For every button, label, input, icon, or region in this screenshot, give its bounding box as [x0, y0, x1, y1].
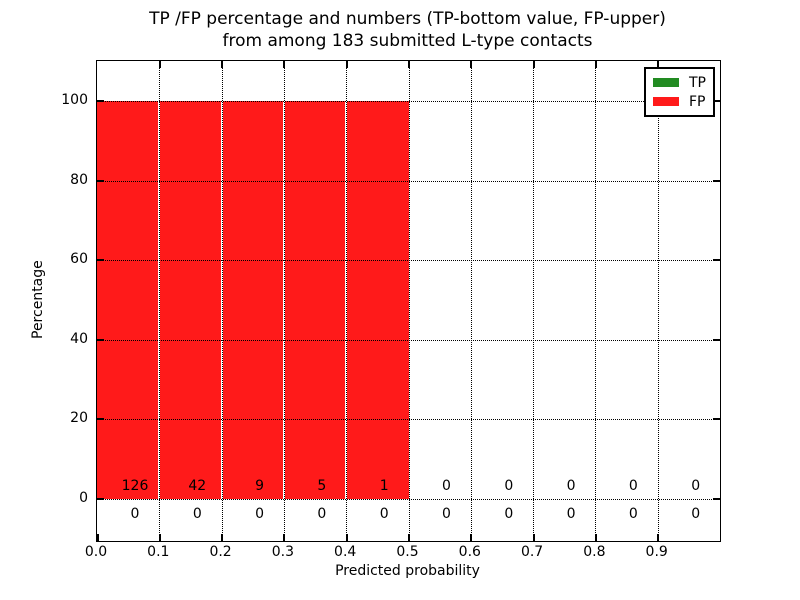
- gridline-horizontal: [97, 101, 720, 102]
- x-tick-label: 0.6: [458, 544, 481, 560]
- y-axis-label: Percentage: [30, 260, 46, 340]
- fp-count-label: 0: [628, 478, 638, 494]
- x-tick-mark-top: [221, 61, 224, 68]
- x-tick-mark: [657, 534, 660, 541]
- tp-count-label: 0: [442, 506, 451, 522]
- x-tick-mark: [408, 534, 410, 541]
- gridline-vertical: [470, 61, 472, 541]
- fp-count-label: 126: [121, 478, 149, 494]
- fp-count-label: 5: [317, 478, 327, 494]
- x-tick-mark: [470, 534, 473, 541]
- y-tick-mark-right: [713, 418, 720, 421]
- x-tick-mark-top: [594, 61, 597, 68]
- gridline-vertical: [595, 61, 597, 541]
- gridline-horizontal: [97, 260, 720, 262]
- fp-color-swatch: [653, 97, 679, 106]
- x-tick-mark-top: [283, 61, 286, 68]
- x-tick-mark: [221, 534, 224, 541]
- x-tick-label: 0.4: [334, 544, 357, 560]
- legend-item-fp: FP: [653, 92, 706, 111]
- y-tick-mark: [97, 338, 104, 341]
- gridline-vertical: [221, 61, 223, 541]
- x-tick-label: 0.9: [645, 544, 668, 560]
- chart-title-line1: TP /FP percentage and numbers (TP-bottom…: [149, 9, 666, 29]
- fp-count-label: 9: [255, 478, 265, 494]
- fp-count-label: 0: [504, 478, 514, 494]
- tp-count-label: 0: [192, 506, 202, 522]
- y-tick-label: 20: [70, 410, 88, 426]
- x-tick-mark-top: [532, 61, 535, 68]
- y-tick-mark-right: [713, 338, 720, 341]
- fp-count-label: 1: [379, 478, 389, 494]
- y-tick-label: 100: [61, 92, 88, 108]
- plot-area: 126 42 9 5 1 0 0 0 0 0 0 0 0 0 0 0 0 0 0…: [96, 60, 721, 542]
- gridline-horizontal: [97, 419, 720, 421]
- gridline-horizontal: [97, 499, 720, 500]
- tp-count-label: 0: [317, 506, 327, 522]
- gridline-vertical: [533, 61, 535, 541]
- legend-item-tp: TP: [653, 73, 706, 92]
- x-tick-label: 0.2: [209, 544, 232, 560]
- gridline-horizontal: [97, 339, 720, 341]
- fp-count-label: 0: [442, 478, 451, 494]
- y-tick-mark: [97, 418, 104, 421]
- x-tick-mark: [532, 534, 535, 541]
- x-tick-label: 0.3: [271, 544, 295, 560]
- x-tick-mark: [97, 534, 99, 541]
- chart-title-line2: from among 183 submitted L-type contacts: [222, 31, 593, 51]
- gridline-vertical: [346, 61, 348, 541]
- chart-title: TP /FP percentage and numbers (TP-bottom…: [96, 8, 719, 52]
- tp-count-label: 0: [504, 506, 514, 522]
- gridline-vertical: [408, 61, 410, 541]
- x-tick-label: 0.8: [583, 544, 606, 560]
- x-tick-mark-top: [470, 61, 473, 68]
- tp-count-label: 0: [255, 506, 265, 522]
- y-tick-mark-right: [713, 498, 720, 500]
- legend-label-fp: FP: [689, 93, 706, 110]
- gridline-horizontal: [97, 180, 720, 182]
- fp-count-label: 0: [566, 478, 576, 494]
- y-tick-mark-right: [713, 259, 720, 262]
- x-tick-label: 0.1: [147, 544, 170, 560]
- x-tick-mark-top: [158, 61, 161, 68]
- y-tick-mark: [97, 100, 104, 102]
- x-tick-mark-top: [408, 61, 410, 68]
- x-tick-mark-top: [345, 61, 348, 68]
- fp-count-label: 0: [691, 478, 701, 494]
- x-tick-label: 0.5: [396, 544, 419, 560]
- legend-label-tp: TP: [689, 74, 706, 91]
- tp-count-label: 0: [566, 506, 576, 522]
- x-tick-mark: [158, 534, 161, 541]
- tp-count-label: 0: [691, 506, 701, 522]
- x-tick-mark: [345, 534, 348, 541]
- y-tick-label: 0: [79, 490, 88, 506]
- tp-count-label: 0: [379, 506, 389, 522]
- x-axis-label: Predicted probability: [335, 563, 480, 579]
- fp-count-label: 42: [188, 478, 207, 494]
- tp-count-label: 0: [628, 506, 638, 522]
- y-tick-mark: [97, 498, 104, 500]
- y-tick-mark-right: [713, 179, 720, 182]
- legend: TP FP: [644, 67, 715, 117]
- tp-count-label: 0: [130, 506, 140, 522]
- gridline-vertical: [283, 61, 285, 541]
- y-tick-label: 40: [70, 331, 88, 347]
- tp-color-swatch: [653, 78, 679, 87]
- x-tick-label: 0.0: [84, 544, 108, 560]
- gridline-vertical: [159, 61, 161, 541]
- x-tick-mark: [283, 534, 286, 541]
- y-tick-mark: [97, 259, 104, 262]
- x-tick-label: 0.7: [520, 544, 544, 560]
- x-tick-mark: [594, 534, 597, 541]
- x-tick-mark-top: [657, 61, 660, 68]
- y-tick-mark: [97, 179, 104, 182]
- y-tick-label: 60: [70, 251, 88, 267]
- gridline-vertical: [657, 61, 659, 541]
- fp-bar-group: [97, 101, 409, 499]
- y-tick-label: 80: [70, 172, 88, 188]
- y-tick-mark-right: [713, 100, 720, 102]
